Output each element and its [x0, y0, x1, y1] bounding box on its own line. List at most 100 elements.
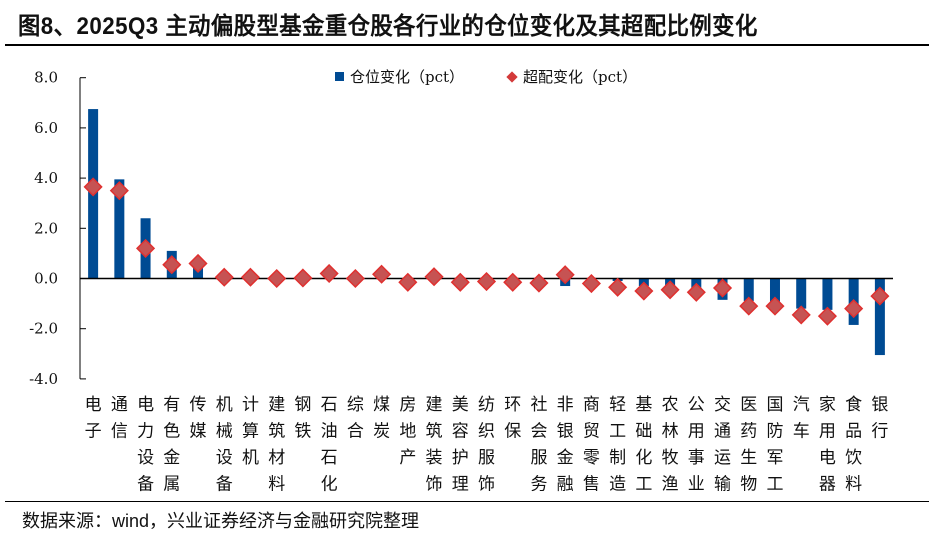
bar-series: [88, 109, 885, 356]
diamond-marker: [581, 273, 601, 294]
bar: [796, 278, 807, 309]
diamond-marker: [844, 299, 864, 319]
svg-text:电: 电: [819, 448, 836, 468]
svg-text:媒: 媒: [190, 422, 207, 442]
y-tick-label: 2.0: [34, 219, 58, 237]
svg-text:金: 金: [557, 448, 574, 468]
svg-text:算: 算: [242, 422, 259, 442]
svg-text:服: 服: [530, 448, 547, 468]
svg-text:农: 农: [662, 395, 679, 415]
diamond-marker: [424, 267, 444, 287]
svg-text:综: 综: [347, 395, 364, 415]
svg-text:非: 非: [557, 395, 574, 415]
source-note: 数据来源：wind，兴业证券经济与金融研究院整理: [22, 511, 420, 531]
legend-label-overweight: 超配变化（pct）: [523, 68, 638, 86]
svg-text:础: 础: [635, 422, 652, 442]
svg-text:筑: 筑: [426, 422, 443, 442]
diamond-marker: [345, 268, 365, 289]
svg-text:生: 生: [740, 448, 757, 468]
svg-text:计: 计: [242, 395, 259, 415]
svg-text:械: 械: [216, 422, 233, 442]
svg-text:备: 备: [137, 475, 154, 495]
svg-text:食: 食: [845, 395, 862, 415]
svg-text:牧: 牧: [662, 448, 679, 468]
diamond-marker: [293, 268, 313, 288]
svg-text:属: 属: [163, 475, 180, 495]
svg-text:饰: 饰: [426, 475, 443, 495]
marker-series: [83, 177, 890, 326]
x-category-label: 环保: [504, 395, 521, 442]
diamond-marker: [450, 272, 470, 292]
svg-text:林: 林: [662, 422, 679, 442]
y-tick-label: 4.0: [34, 169, 58, 187]
svg-text:售: 售: [583, 475, 600, 495]
svg-text:色: 色: [163, 422, 180, 442]
svg-text:会: 会: [530, 422, 547, 442]
title-divider: [5, 44, 929, 46]
svg-text:防: 防: [766, 422, 783, 442]
page-title: 图8、2025Q3 主动偏股型基金重仓股各行业的仓位变化及其超配比例变化: [18, 13, 758, 40]
svg-text:化: 化: [321, 475, 338, 495]
svg-text:国: 国: [766, 395, 783, 415]
diamond-marker: [240, 267, 261, 287]
diamond-marker: [660, 280, 680, 300]
svg-text:料: 料: [845, 475, 862, 495]
svg-text:建: 建: [426, 395, 443, 415]
x-category-label: 煤炭: [373, 395, 390, 442]
diamond-marker: [476, 271, 497, 292]
svg-text:金: 金: [163, 448, 180, 468]
svg-text:信: 信: [111, 422, 128, 442]
svg-text:化: 化: [635, 448, 652, 468]
bar: [114, 179, 125, 279]
diamond-marker: [503, 272, 523, 292]
x-category-label: 传媒: [190, 395, 207, 442]
svg-text:商: 商: [583, 395, 600, 415]
legend-label-position: 仓位变化（pct）: [350, 68, 465, 86]
svg-text:电: 电: [137, 395, 154, 415]
svg-text:备: 备: [216, 475, 233, 495]
svg-text:融: 融: [557, 475, 574, 495]
svg-text:社: 社: [530, 395, 547, 415]
svg-text:公: 公: [688, 395, 705, 415]
svg-text:制: 制: [609, 448, 626, 468]
svg-text:事: 事: [688, 448, 705, 468]
diamond-marker: [608, 277, 628, 297]
x-category-label: 电子: [85, 395, 102, 442]
svg-text:汽: 汽: [793, 395, 810, 415]
diamond-marker: [712, 278, 733, 298]
svg-text:运: 运: [714, 448, 731, 468]
diamond-marker: [555, 265, 575, 285]
diamond-marker: [739, 296, 759, 316]
svg-text:设: 设: [137, 448, 154, 468]
svg-text:油: 油: [321, 422, 338, 442]
diamond-marker: [188, 253, 208, 274]
svg-text:产: 产: [399, 448, 416, 468]
svg-text:贸: 贸: [583, 422, 600, 442]
svg-text:医: 医: [740, 395, 757, 415]
svg-text:基: 基: [635, 395, 652, 415]
svg-text:务: 务: [530, 475, 547, 495]
svg-text:石: 石: [321, 395, 338, 415]
diamond-marker: [372, 264, 392, 284]
svg-text:药: 药: [740, 422, 757, 442]
svg-text:炭: 炭: [373, 422, 390, 442]
diamond-marker: [817, 306, 837, 326]
diamond-marker: [791, 305, 811, 325]
diamond-marker: [634, 281, 654, 301]
svg-text:渔: 渔: [662, 475, 679, 495]
svg-text:机: 机: [216, 395, 233, 415]
diamond-marker: [109, 181, 129, 201]
svg-text:设: 设: [216, 448, 233, 468]
diamond-marker: [162, 255, 182, 275]
y-axis: 8.0 6.0 4.0 2.0 0.0 -2.0 -4.0: [29, 69, 86, 388]
svg-text:机: 机: [242, 448, 259, 468]
